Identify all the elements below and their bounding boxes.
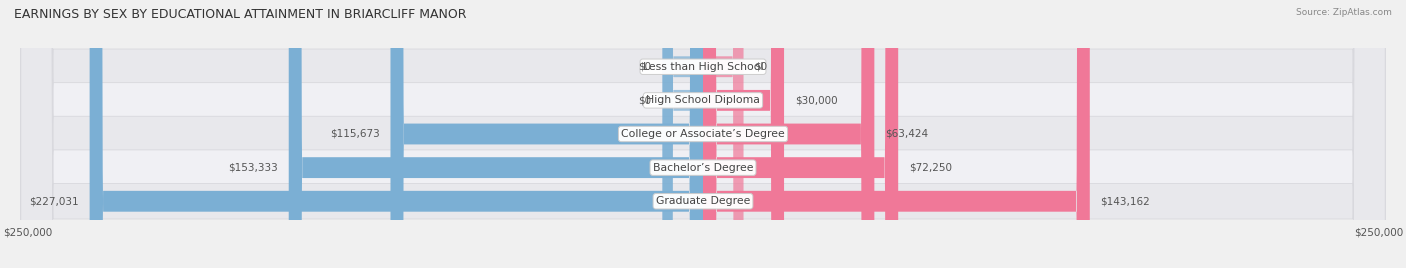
Text: Less than High School: Less than High School: [643, 62, 763, 72]
FancyBboxPatch shape: [703, 0, 875, 268]
Text: $72,250: $72,250: [910, 163, 952, 173]
Text: $153,333: $153,333: [228, 163, 278, 173]
FancyBboxPatch shape: [703, 0, 1090, 268]
Text: College or Associate’s Degree: College or Associate’s Degree: [621, 129, 785, 139]
FancyBboxPatch shape: [21, 0, 1385, 268]
Text: $0: $0: [638, 62, 651, 72]
FancyBboxPatch shape: [703, 0, 785, 268]
Text: $0: $0: [638, 95, 651, 105]
FancyBboxPatch shape: [703, 0, 744, 268]
FancyBboxPatch shape: [90, 0, 703, 268]
FancyBboxPatch shape: [21, 0, 1385, 268]
Text: Source: ZipAtlas.com: Source: ZipAtlas.com: [1296, 8, 1392, 17]
Text: $63,424: $63,424: [886, 129, 928, 139]
FancyBboxPatch shape: [21, 0, 1385, 268]
Text: Graduate Degree: Graduate Degree: [655, 196, 751, 206]
Text: $30,000: $30,000: [794, 95, 838, 105]
Text: $115,673: $115,673: [330, 129, 380, 139]
FancyBboxPatch shape: [21, 0, 1385, 268]
FancyBboxPatch shape: [391, 0, 703, 268]
FancyBboxPatch shape: [662, 0, 703, 268]
Text: $227,031: $227,031: [30, 196, 79, 206]
Text: $143,162: $143,162: [1101, 196, 1150, 206]
Text: EARNINGS BY SEX BY EDUCATIONAL ATTAINMENT IN BRIARCLIFF MANOR: EARNINGS BY SEX BY EDUCATIONAL ATTAINMEN…: [14, 8, 467, 21]
FancyBboxPatch shape: [288, 0, 703, 268]
FancyBboxPatch shape: [21, 0, 1385, 268]
Text: Bachelor’s Degree: Bachelor’s Degree: [652, 163, 754, 173]
FancyBboxPatch shape: [703, 0, 898, 268]
Text: High School Diploma: High School Diploma: [647, 95, 759, 105]
FancyBboxPatch shape: [662, 0, 703, 268]
Text: $0: $0: [755, 62, 768, 72]
